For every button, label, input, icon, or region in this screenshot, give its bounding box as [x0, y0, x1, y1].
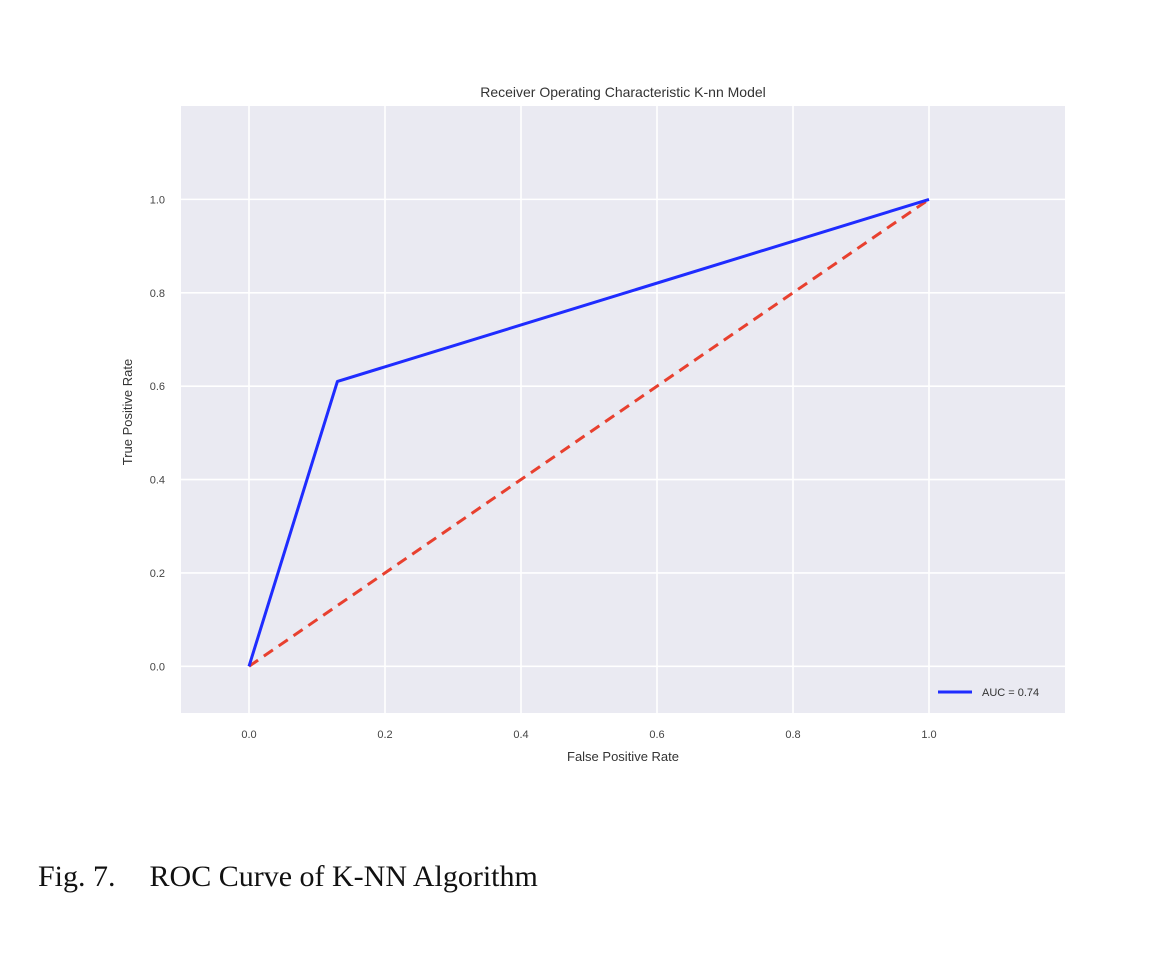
- y-axis-ticks: 0.0 0.2 0.4 0.6 0.8 1.0: [150, 194, 165, 673]
- series-line-roc: [247, 197, 930, 667]
- legend-label-auc: AUC = 0.74: [982, 687, 1039, 699]
- y-tick-label-0: 0.0: [150, 661, 165, 673]
- y-tick-label-1: 0.2: [150, 568, 165, 580]
- x-tick-label-3: 0.6: [649, 729, 664, 741]
- x-tick-label-4: 0.8: [785, 729, 800, 741]
- x-tick-label-0: 0.0: [241, 729, 256, 741]
- figure-caption: Fig. 7. ROC Curve of K-NN Algorithm: [38, 860, 572, 894]
- figure-caption-text: ROC Curve of K-NN Algorithm: [149, 860, 538, 893]
- chart-title: Receiver Operating Characteristic K-nn M…: [480, 84, 766, 100]
- x-tick-label-1: 0.2: [377, 729, 392, 741]
- x-tick-label-2: 0.4: [513, 729, 528, 741]
- series-group: [247, 197, 930, 668]
- y-axis-label: True Positive Rate: [120, 359, 135, 465]
- x-axis-ticks: 0.0 0.2 0.4 0.6 0.8 1.0: [241, 729, 936, 741]
- x-axis-label: False Positive Rate: [567, 749, 679, 764]
- legend: AUC = 0.74: [938, 687, 1039, 699]
- y-tick-label-2: 0.4: [150, 475, 165, 487]
- series-line-chance-diagonal: [248, 198, 930, 668]
- figure-number: Fig. 7.: [38, 860, 116, 893]
- y-tick-label-4: 0.8: [150, 288, 165, 300]
- roc-chart: Receiver Operating Characteristic K-nn M…: [120, 84, 1065, 764]
- y-tick-label-5: 1.0: [150, 194, 165, 206]
- y-tick-label-3: 0.6: [150, 381, 165, 393]
- x-tick-label-5: 1.0: [921, 729, 936, 741]
